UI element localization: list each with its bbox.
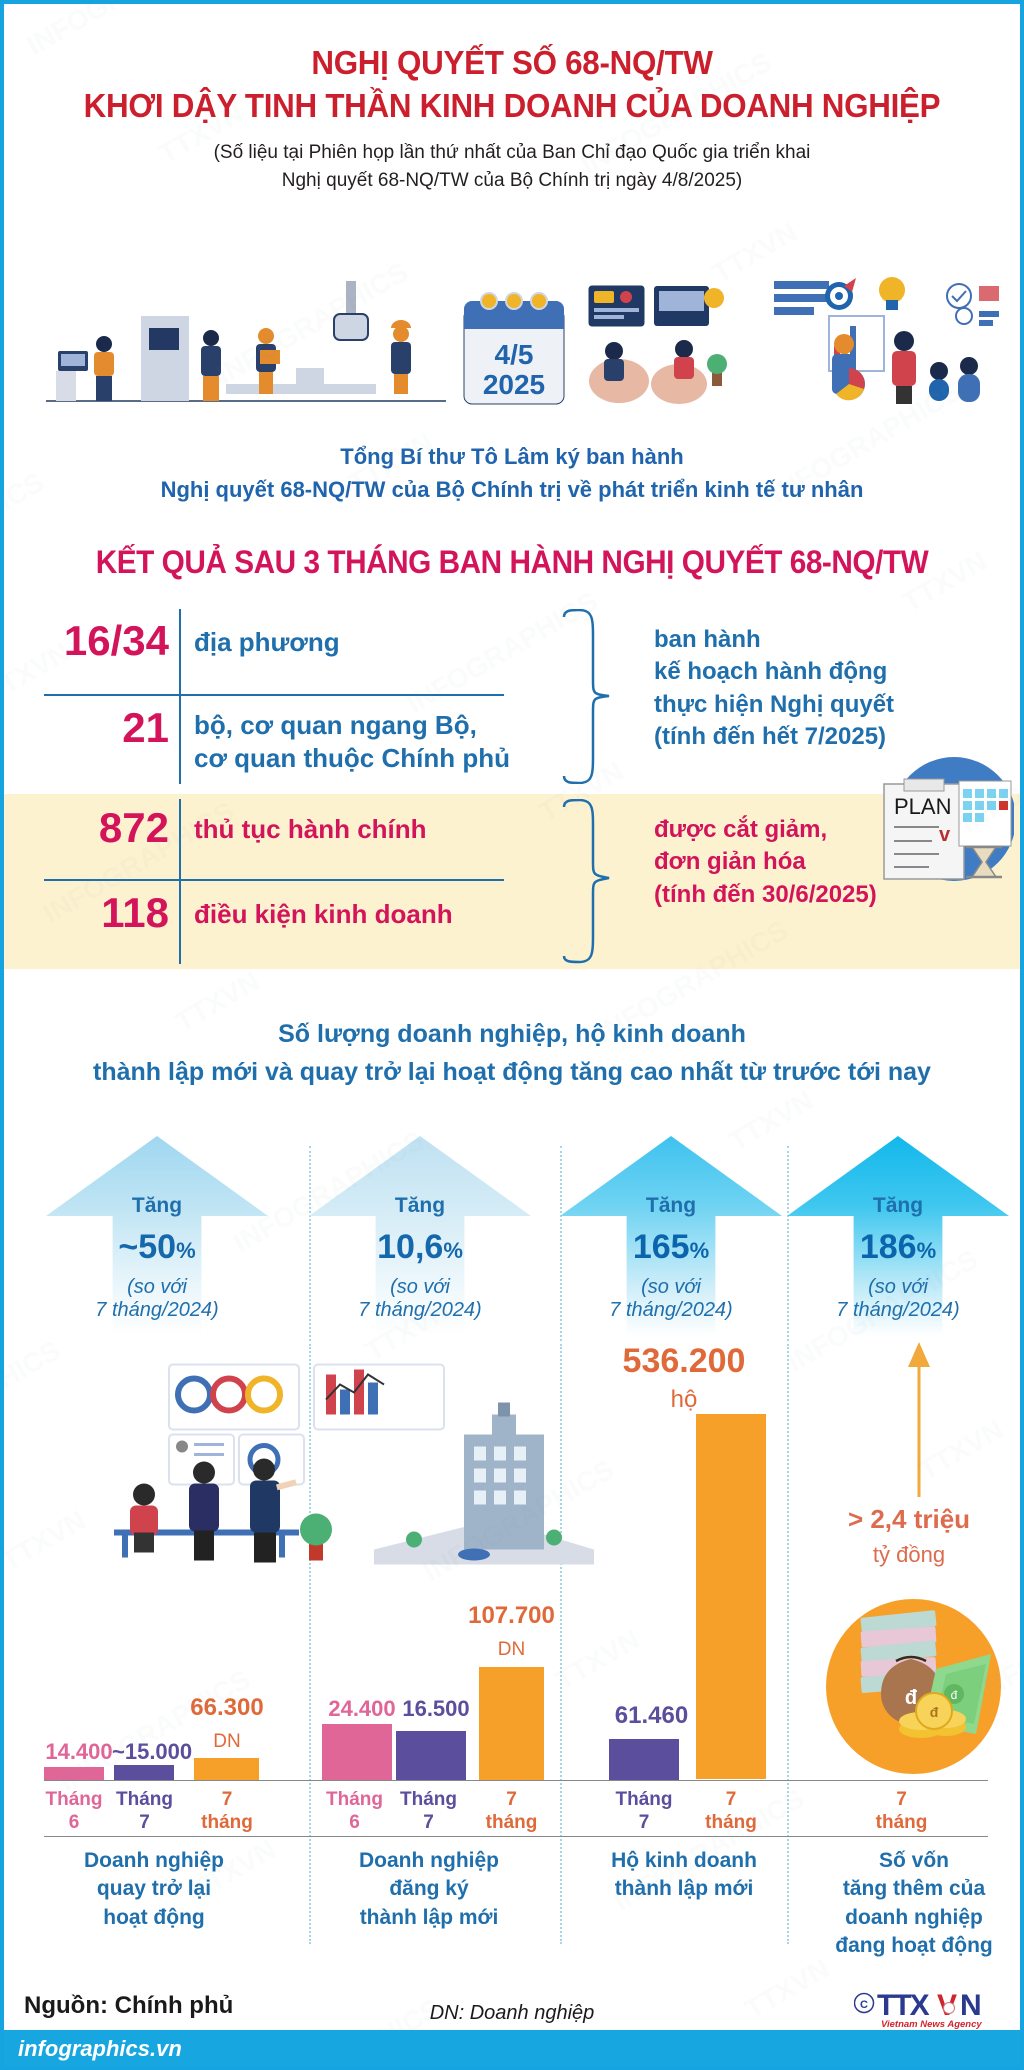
svg-text:Vietnam News Agency: Vietnam News Agency [881,2019,982,2030]
svg-text:N: N [960,1989,982,2022]
svg-text:C: C [860,1999,868,2011]
svg-text:đ: đ [951,1688,958,1702]
svg-text:đ: đ [930,1704,939,1720]
svg-text:TTX: TTX [877,1989,930,2022]
svg-text:2025: 2025 [483,369,545,400]
svg-text:PLAN: PLAN [894,794,951,819]
svg-text:v: v [939,824,951,846]
svg-text:4/5: 4/5 [495,339,534,370]
